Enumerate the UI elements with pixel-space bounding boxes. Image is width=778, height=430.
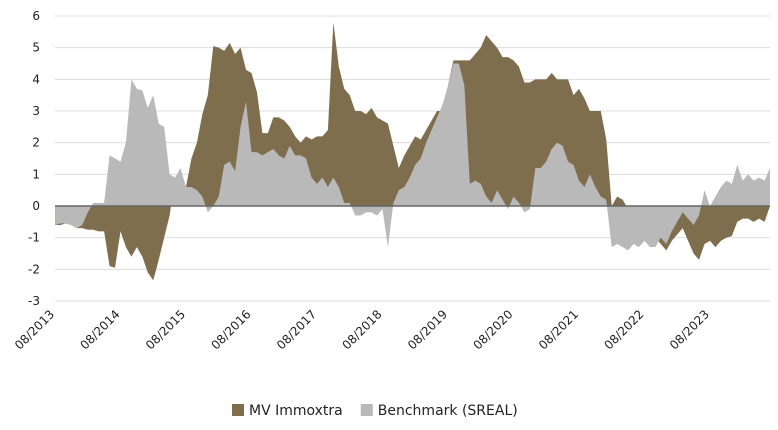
area (55, 22, 770, 281)
x-tick-label: 08/2017 (274, 307, 319, 352)
x-tick-label: 08/2023 (667, 307, 712, 352)
x-tick-label: 08/2020 (470, 307, 515, 352)
x-tick-label: 08/2021 (536, 307, 581, 352)
area (55, 63, 770, 251)
y-tick-label: -2 (28, 262, 40, 276)
x-tick-label: 08/2015 (143, 307, 188, 352)
x-tick-label: 08/2019 (405, 307, 450, 352)
x-tick-label: 08/2013 (12, 307, 57, 352)
y-tick-label: 5 (32, 41, 40, 55)
legend-label: Benchmark (SREAL) (378, 403, 518, 419)
legend-label: MV Immoxtra (249, 403, 343, 419)
y-tick-label: 1 (32, 167, 40, 181)
y-tick-label: -1 (28, 231, 40, 245)
legend-swatch (232, 404, 244, 416)
y-tick-label: 6 (32, 9, 40, 23)
x-tick-label: 08/2014 (77, 307, 122, 352)
x-tick-label: 08/2018 (339, 307, 384, 352)
legend-swatch (360, 404, 373, 416)
y-tick-label: -3 (28, 294, 40, 308)
x-tick-label: 08/2022 (601, 307, 646, 352)
y-tick-label: 4 (32, 72, 40, 86)
y-tick-label: 2 (32, 136, 40, 150)
y-tick-label: 3 (32, 104, 40, 118)
y-tick-label: 0 (32, 199, 40, 213)
x-tick-label: 08/2016 (208, 307, 253, 352)
